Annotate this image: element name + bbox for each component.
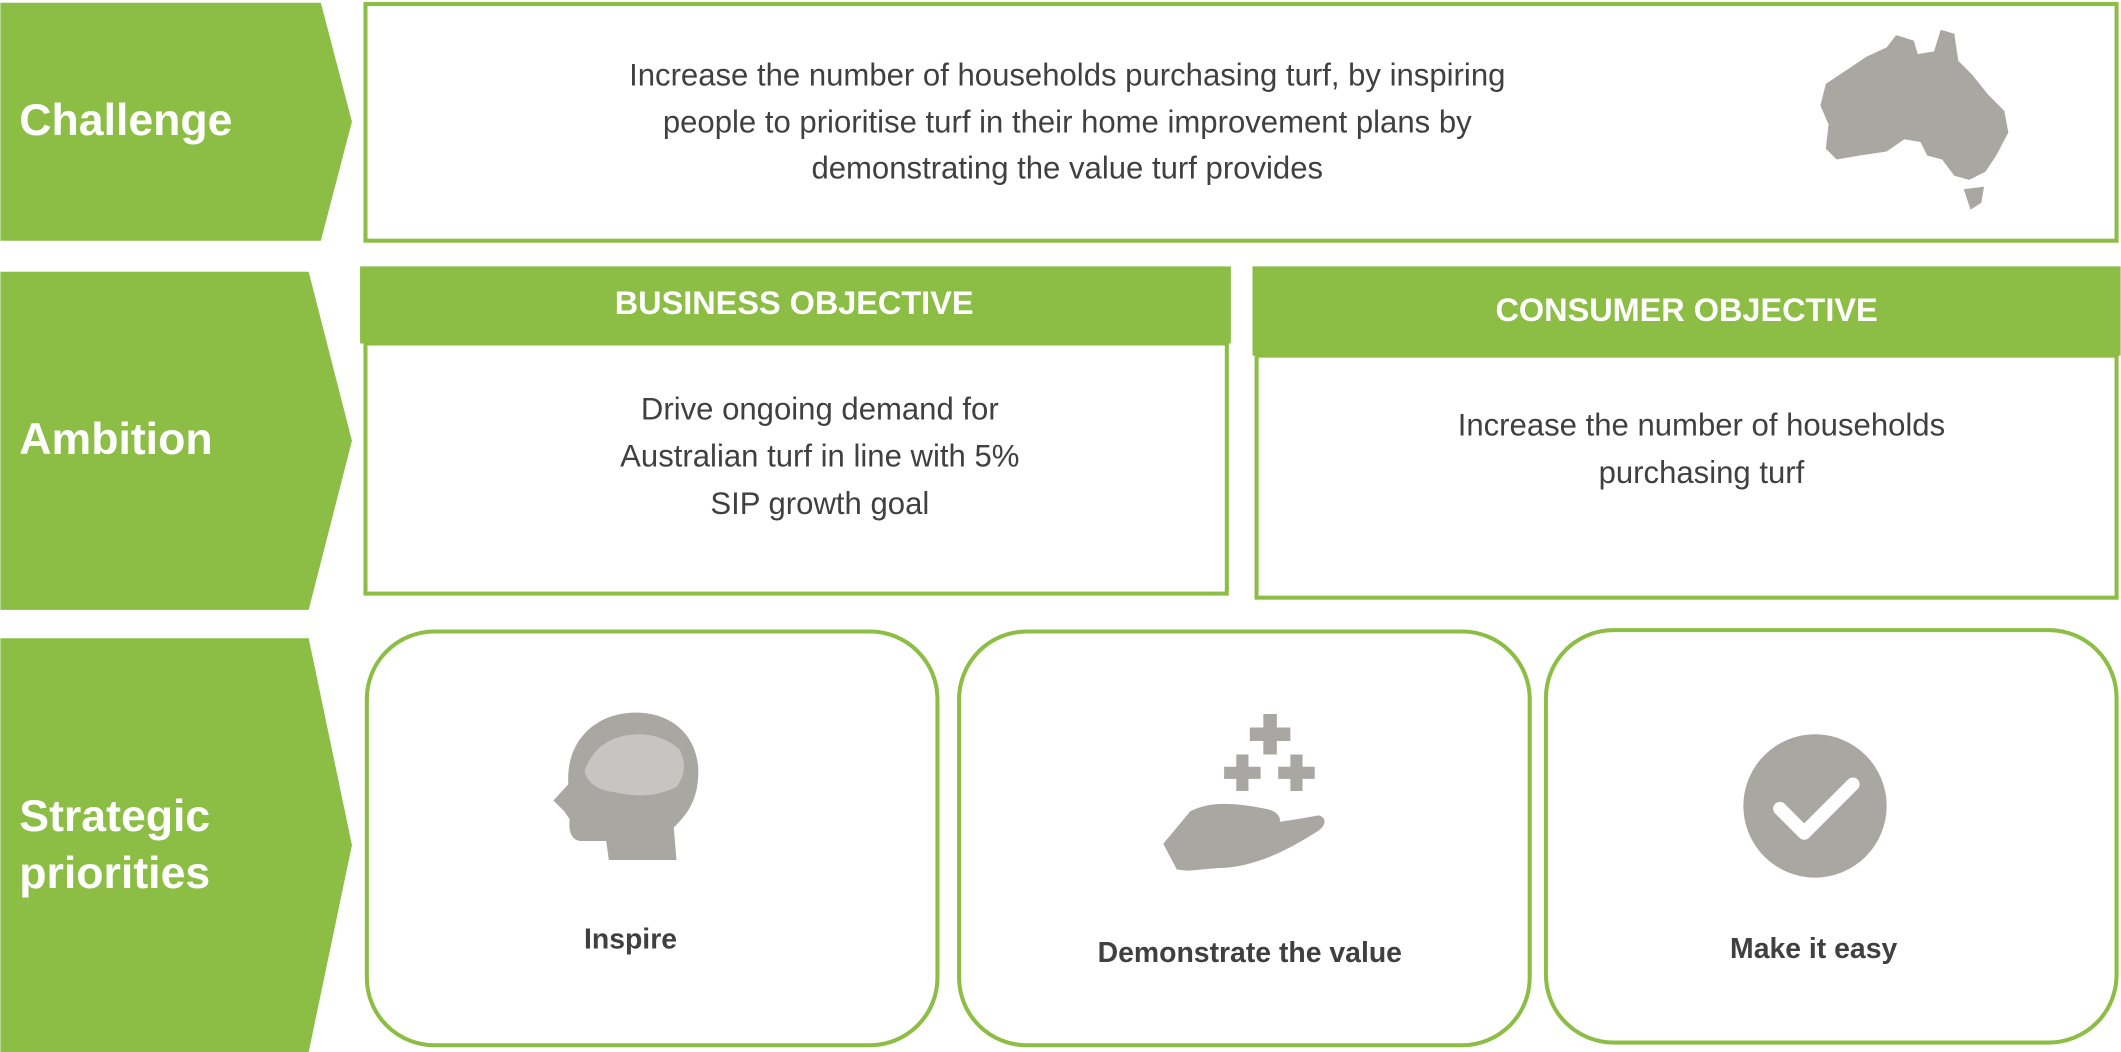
objective-text: SIP growth goal bbox=[710, 486, 929, 521]
priority-label: Inspire bbox=[584, 924, 677, 956]
australia-map bbox=[1820, 29, 2009, 210]
row-arrow bbox=[0, 271, 352, 610]
objective-text: Drive ongoing demand for bbox=[641, 391, 999, 426]
objective-text: Australian turf in line with 5% bbox=[620, 439, 1019, 474]
brain-icon bbox=[553, 712, 699, 860]
objective-box bbox=[1254, 353, 2119, 600]
challenge-text: demonstrating the value turf provides bbox=[811, 151, 1323, 186]
objective-header bbox=[1252, 266, 2121, 356]
objective-box bbox=[363, 341, 1229, 596]
hand-icon bbox=[1163, 713, 1325, 871]
objective-header bbox=[360, 266, 1231, 344]
objective-title: CONSUMER OBJECTIVE bbox=[1496, 292, 1878, 328]
row-arrow bbox=[0, 2, 352, 241]
row-label: Ambition bbox=[19, 415, 212, 464]
challenge-text: Increase the number of households purcha… bbox=[629, 57, 1505, 92]
objective-title: BUSINESS OBJECTIVE bbox=[615, 285, 974, 321]
priority-label: Make it easy bbox=[1730, 933, 1897, 965]
challenge-text: people to prioritise turf in their home … bbox=[663, 105, 1472, 140]
objective-text: Increase the number of households bbox=[1458, 408, 1945, 443]
objective-text: purchasing turf bbox=[1599, 455, 1805, 490]
row-label: Strategic bbox=[19, 792, 210, 841]
row-label: Challenge bbox=[19, 96, 232, 145]
row-arrow bbox=[0, 638, 352, 1052]
priority-label: Demonstrate the value bbox=[1098, 937, 1402, 969]
check-icon bbox=[1743, 734, 1887, 878]
challenge-box bbox=[363, 2, 2119, 243]
row-label: priorities bbox=[19, 849, 210, 898]
